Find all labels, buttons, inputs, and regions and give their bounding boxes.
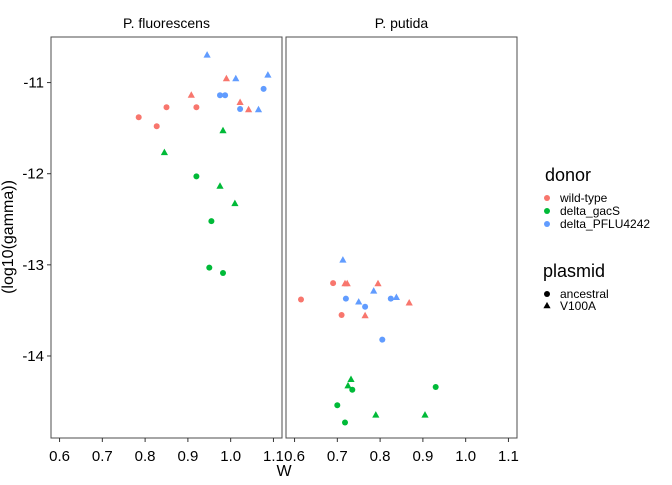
strip-label-fluorescens: P. fluorescens [123,15,210,31]
data-point [343,279,351,287]
data-point [405,299,413,306]
data-point [245,105,253,113]
y-tick-label: -13 [22,257,44,274]
data-point [342,419,348,426]
data-point [135,114,142,121]
legend-title-plasmid: plasmid [543,261,605,281]
data-point [206,264,213,271]
data-point [374,279,382,287]
data-point [222,92,229,99]
y-axis-title: (log10(gamma)) [0,180,17,294]
data-point [334,402,341,409]
x-tick-label: 1.1 [498,448,519,465]
data-point [236,98,244,105]
data-point [220,270,226,276]
data-point [237,106,244,112]
legend-label-V100A: V100A [560,299,596,313]
data-point [347,375,355,382]
y-tick-label: -12 [22,166,44,183]
legend-key-ancestral [544,291,550,297]
facet-panels: P. fluorescens P. putida [50,15,518,439]
legend-key-V100A [543,301,551,309]
data-point [163,104,170,111]
x-tick-label: 0.6 [284,448,305,465]
data-point [219,126,227,134]
data-point [193,104,200,111]
legend-label-delta_gacS: delta_gacS [560,204,620,218]
data-point [160,148,168,156]
data-point [432,384,439,390]
points-layer [135,51,439,426]
data-point [231,199,239,207]
data-point [330,280,337,287]
data-point [232,74,240,82]
data-point [344,381,352,389]
x-tick-label: 0.9 [412,448,433,465]
data-point [193,173,200,180]
x-tick-label: 1.0 [220,448,241,465]
data-point [339,256,347,263]
data-point [264,71,272,78]
y-tick-label: -11 [23,75,44,92]
x-tick-label: 0.8 [370,448,391,465]
data-point [217,92,223,99]
strip-label-putida: P. putida [375,15,429,31]
data-point [370,287,378,294]
data-point [392,293,400,300]
legend-label-wild-type: wild-type [559,191,608,205]
legend-label-delta_PFLU4242: delta_PFLU4242 [560,217,650,231]
x-tick-label: 0.7 [327,448,348,465]
x-tick-label: 0.7 [92,448,113,465]
data-point [379,336,386,343]
data-point [421,411,429,418]
x-tick-label: 0.6 [49,448,70,465]
panel-frame-putida [285,36,518,439]
y-axis: -11 -12 -13 -14 [22,75,51,365]
x-axis-title: W [276,463,292,480]
legend: donor wild-typedelta_gacSdelta_PFLU4242 … [543,165,650,313]
data-point [298,296,304,303]
legend-title-donor: donor [545,165,591,185]
data-point [338,312,345,318]
data-point [342,295,349,302]
data-point [187,91,195,98]
data-point [254,105,263,113]
legend-key-delta_gacS [544,208,550,214]
data-point [372,411,380,418]
data-point [222,74,230,82]
facet-panel-fluorescens: P. fluorescens [50,15,283,439]
data-point [355,298,363,305]
data-point [153,123,160,130]
y-tick-label: -14 [22,348,44,365]
data-point [387,295,394,302]
x-axes: 0.6 0.7 0.8 0.9 1.0 1.1 0.6 0.7 0.8 0.9 1.0 1.1 [49,438,519,465]
legend-label-ancestral: ancestral [560,287,609,301]
data-point [361,311,369,319]
legend-key-wild-type [544,195,550,201]
data-point [203,51,211,58]
data-point [260,85,267,92]
data-point [362,303,369,310]
panel-frame-fluorescens [50,36,283,439]
x-tick-label: 1.1 [263,448,284,465]
facet-panel-putida: P. putida [285,15,518,439]
x-tick-label: 0.9 [177,448,198,465]
legend-key-delta_PFLU4242 [544,221,550,227]
data-point [216,182,224,189]
x-tick-label: 1.0 [455,448,476,465]
data-point [208,218,215,225]
x-tick-label: 0.8 [135,448,156,465]
